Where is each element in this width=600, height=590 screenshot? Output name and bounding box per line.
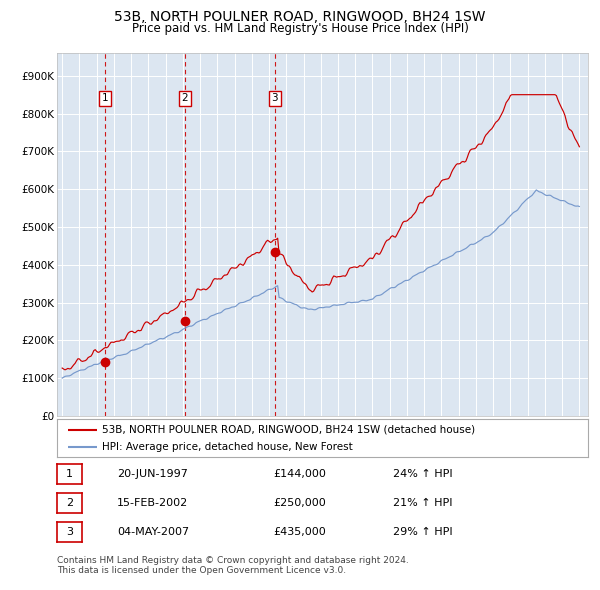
Text: 21% ↑ HPI: 21% ↑ HPI (393, 498, 452, 507)
Text: Price paid vs. HM Land Registry's House Price Index (HPI): Price paid vs. HM Land Registry's House … (131, 22, 469, 35)
Text: £435,000: £435,000 (273, 527, 326, 536)
Text: 24% ↑ HPI: 24% ↑ HPI (393, 469, 452, 478)
Text: £144,000: £144,000 (273, 469, 326, 478)
Text: 3: 3 (272, 93, 278, 103)
Text: £250,000: £250,000 (273, 498, 326, 507)
Text: 1: 1 (66, 469, 73, 478)
Text: 53B, NORTH POULNER ROAD, RINGWOOD, BH24 1SW: 53B, NORTH POULNER ROAD, RINGWOOD, BH24 … (114, 10, 486, 24)
Text: 15-FEB-2002: 15-FEB-2002 (117, 498, 188, 507)
Text: 3: 3 (66, 527, 73, 536)
Text: Contains HM Land Registry data © Crown copyright and database right 2024.
This d: Contains HM Land Registry data © Crown c… (57, 556, 409, 575)
Text: 29% ↑ HPI: 29% ↑ HPI (393, 527, 452, 536)
Text: HPI: Average price, detached house, New Forest: HPI: Average price, detached house, New … (102, 442, 353, 453)
Text: 2: 2 (182, 93, 188, 103)
Text: 53B, NORTH POULNER ROAD, RINGWOOD, BH24 1SW (detached house): 53B, NORTH POULNER ROAD, RINGWOOD, BH24 … (102, 425, 475, 435)
Text: 20-JUN-1997: 20-JUN-1997 (117, 469, 188, 478)
Text: 1: 1 (101, 93, 108, 103)
Text: 04-MAY-2007: 04-MAY-2007 (117, 527, 189, 536)
Text: 2: 2 (66, 498, 73, 507)
